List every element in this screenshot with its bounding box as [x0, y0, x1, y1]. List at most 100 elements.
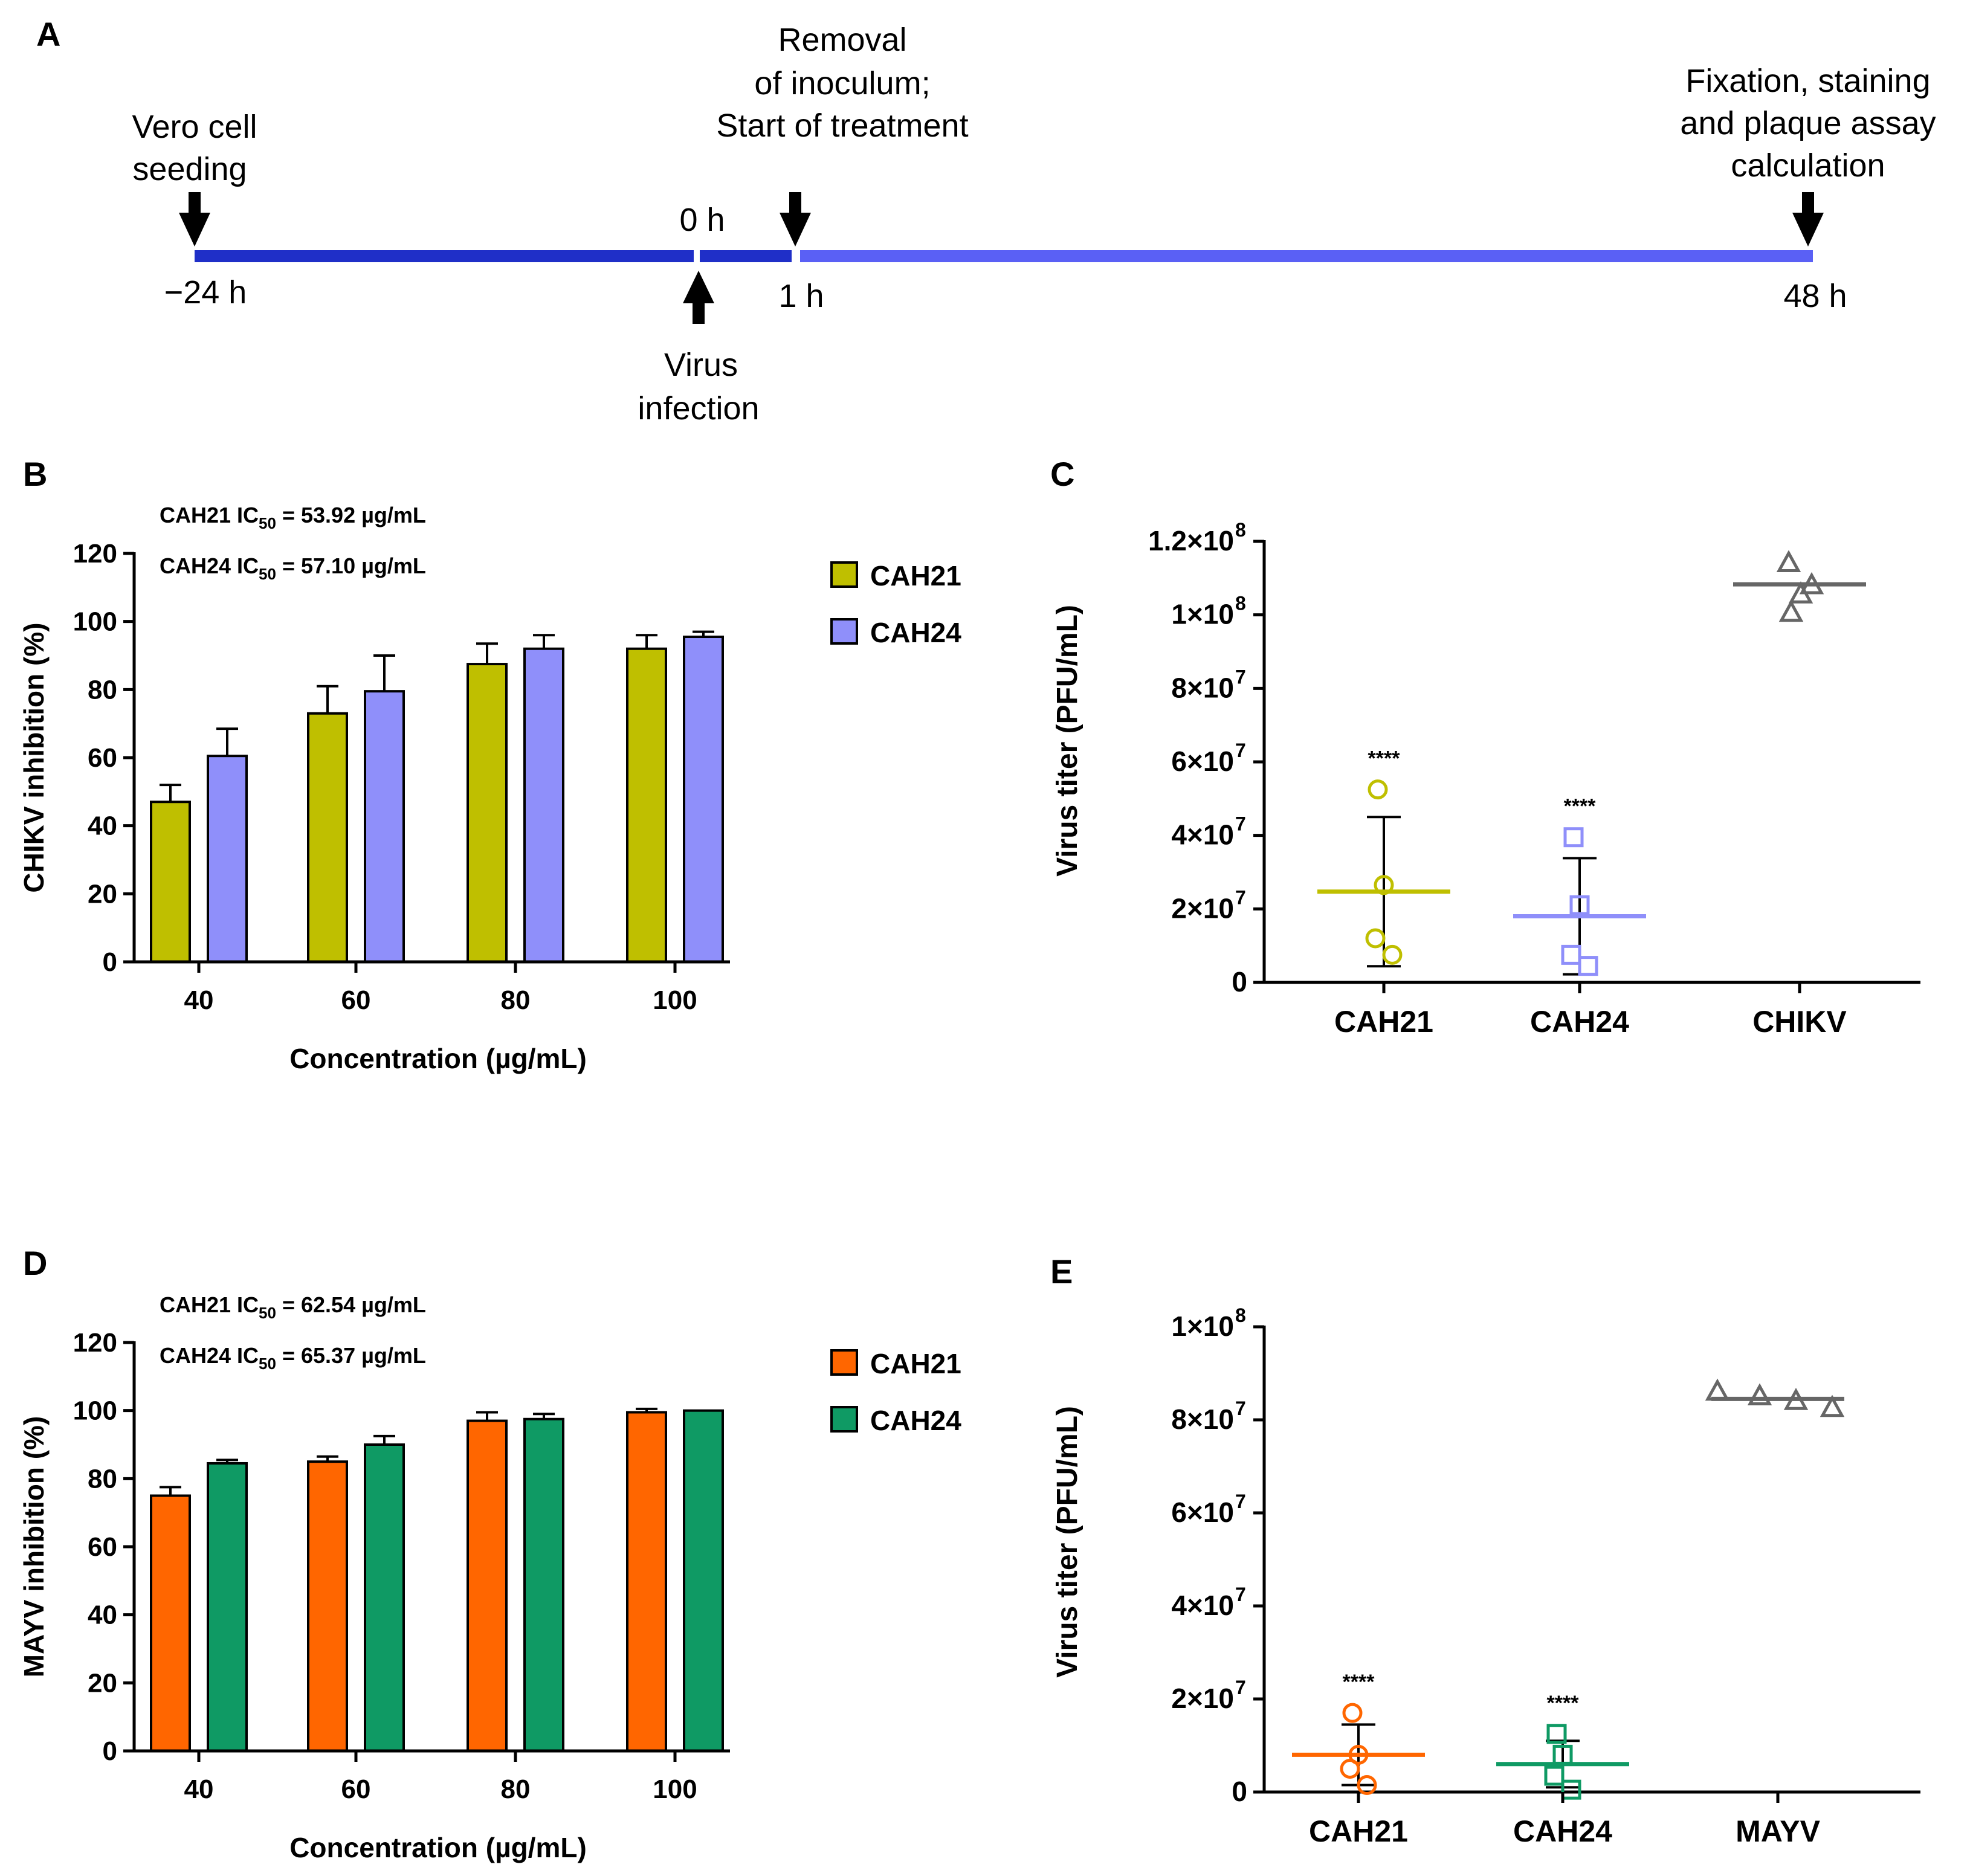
- y-tick-exponent: 7: [1235, 886, 1246, 908]
- data-point: [1569, 895, 1590, 915]
- bar: [467, 663, 508, 964]
- y-tick-mantissa: 1.2×10: [1148, 525, 1234, 556]
- y-tick-label: 40: [88, 811, 117, 841]
- bar: [207, 1462, 248, 1753]
- legend-label: CAH24: [870, 617, 961, 648]
- label-time-minus24: −24 h: [164, 274, 247, 311]
- data-point: [1747, 1383, 1772, 1405]
- x-tick-label: CHIKV: [1752, 1005, 1847, 1039]
- panel-a-letter: A: [36, 15, 60, 53]
- label-time-zero: 0 h: [679, 202, 725, 238]
- legend-label: CAH21: [870, 560, 961, 591]
- y-tick-label: 80: [88, 1464, 117, 1494]
- ic50-suffix: = 65.37 µg/mL: [276, 1343, 426, 1368]
- ic50-prefix: CAH21 IC: [160, 503, 259, 527]
- data-point: [1778, 599, 1804, 622]
- y-tick-label: 1×10: [1171, 1310, 1234, 1342]
- ic50-subscript: 50: [259, 514, 276, 532]
- arrow-down-icon: [780, 192, 811, 247]
- group-cah24: ****: [1496, 1692, 1629, 1800]
- y-tick-label: 4×10: [1171, 1590, 1234, 1621]
- panel-letter: D: [23, 1244, 47, 1282]
- y-axis-title: CHIKV inhibition (%): [18, 622, 50, 892]
- bar: [683, 636, 724, 964]
- label-fixation-line3: calculation: [1731, 147, 1885, 184]
- x-tick-label: 40: [184, 1774, 214, 1804]
- y-tick-label: 1×10: [1171, 599, 1234, 630]
- panel-letter: E: [1050, 1252, 1073, 1291]
- data-point: [1374, 875, 1394, 895]
- y-tick-label: 1.2×10: [1148, 525, 1234, 556]
- y-tick-exponent: 8: [1235, 593, 1246, 614]
- y-tick-label: 20: [88, 1668, 117, 1698]
- data-point: [1705, 1378, 1730, 1401]
- legend-swatch: [830, 618, 858, 645]
- data-point: [1552, 1744, 1573, 1765]
- group-mayv: [1705, 1378, 1845, 1417]
- x-tick-label: 60: [341, 1774, 371, 1804]
- data-point: [1776, 550, 1801, 572]
- y-tick-label: 120: [73, 539, 117, 569]
- bar: [626, 1411, 667, 1753]
- data-point: [1340, 1759, 1360, 1779]
- y-tick-label: 20: [88, 879, 117, 909]
- x-tick-label: MAYV: [1736, 1814, 1821, 1848]
- x-tick-label: 80: [501, 1774, 531, 1804]
- x-tick-label: CAH24: [1530, 1005, 1629, 1039]
- y-tick-label: 2×10: [1171, 892, 1234, 924]
- y-tick-label: 0: [1232, 1776, 1247, 1807]
- data-point: [1382, 944, 1403, 965]
- significance-stars: ****: [1343, 1671, 1375, 1694]
- y-axis-title: Virus titer (PFU/mL): [1051, 1406, 1084, 1678]
- significance-stars: ****: [1547, 1692, 1580, 1715]
- group-cah21: ****: [1317, 747, 1450, 968]
- y-tick-label: 8×10: [1171, 1404, 1234, 1435]
- x-tick-label: 40: [184, 985, 214, 1015]
- y-tick-mantissa: 8×10: [1171, 1404, 1234, 1435]
- y-tick-label: 0: [103, 1736, 117, 1766]
- y-tick-exponent: 8: [1235, 519, 1246, 541]
- y-tick-mantissa: 2×10: [1171, 892, 1234, 924]
- significance-stars: ****: [1368, 747, 1401, 770]
- data-point: [1544, 1765, 1565, 1786]
- y-tick-label: 40: [88, 1600, 117, 1630]
- legend-swatch: [830, 1406, 858, 1433]
- label-removal-line1: Removal: [778, 22, 906, 58]
- data-point: [1365, 928, 1386, 949]
- ic50-suffix: = 53.92 µg/mL: [276, 503, 426, 527]
- label-removal-line3: Start of treatment: [716, 108, 968, 144]
- data-point: [1546, 1724, 1567, 1744]
- arrow-down-icon: [179, 192, 210, 247]
- y-tick-exponent: 7: [1235, 1491, 1246, 1512]
- y-tick-exponent: 7: [1235, 1677, 1246, 1698]
- y-tick-mantissa: 0: [1232, 1776, 1247, 1807]
- y-tick-mantissa: 8×10: [1171, 672, 1234, 703]
- y-tick-label: 6×10: [1171, 746, 1234, 777]
- data-point: [1799, 572, 1824, 595]
- label-vero-seeding-line2: seeding: [132, 151, 247, 187]
- y-axis-title: MAYV inhibition (%): [18, 1416, 50, 1678]
- bar: [523, 1417, 564, 1752]
- label-fixation-line1: Fixation, staining: [1685, 63, 1930, 99]
- y-tick-mantissa: 4×10: [1171, 819, 1234, 851]
- data-point: [1820, 1394, 1845, 1417]
- y-tick-label: 80: [88, 675, 117, 704]
- data-point: [1357, 1774, 1377, 1795]
- arrow-down-icon: [1792, 192, 1824, 247]
- panel-letter: C: [1050, 455, 1074, 493]
- y-tick-exponent: 7: [1235, 1397, 1246, 1419]
- x-tick-label: CAH21: [1334, 1005, 1433, 1039]
- data-point: [1783, 1388, 1809, 1410]
- y-tick-mantissa: 1×10: [1171, 599, 1234, 630]
- y-tick-label: 120: [73, 1328, 117, 1358]
- ic50-subscript: 50: [259, 1355, 276, 1373]
- y-tick-label: 60: [88, 743, 117, 773]
- y-tick-mantissa: 6×10: [1171, 1497, 1234, 1528]
- ic50-suffix: = 57.10 µg/mL: [276, 553, 426, 578]
- x-tick-label: 100: [653, 985, 697, 1015]
- ic50-prefix: CAH24 IC: [160, 1343, 259, 1368]
- data-point: [1563, 827, 1584, 848]
- y-tick-mantissa: 0: [1232, 966, 1247, 998]
